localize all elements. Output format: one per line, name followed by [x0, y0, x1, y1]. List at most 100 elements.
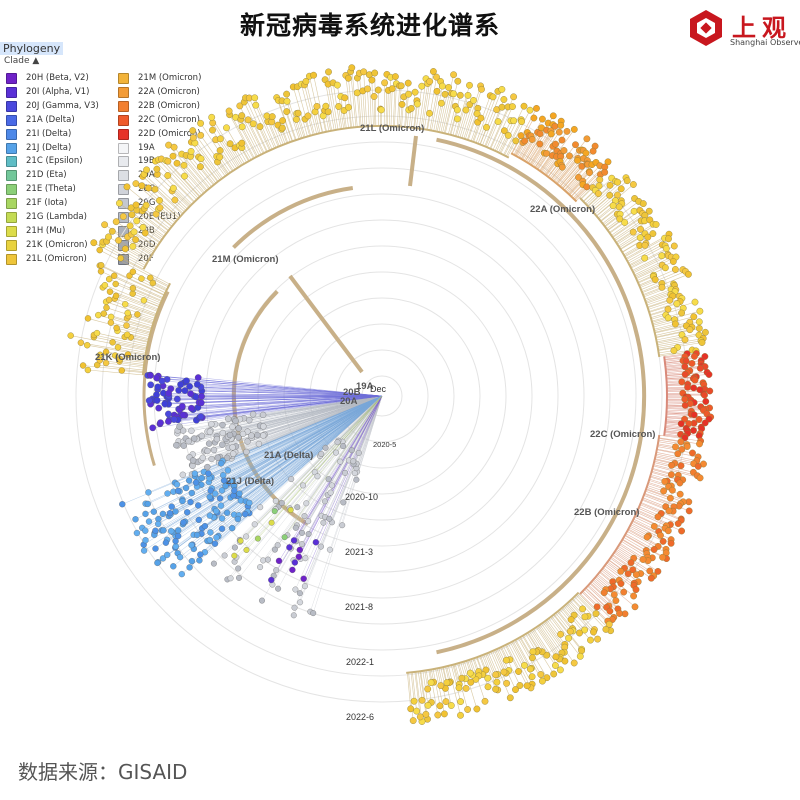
- tip-branch: [180, 384, 383, 397]
- legend-swatch: [6, 156, 17, 168]
- tip-node: [289, 566, 296, 574]
- tip-node: [498, 103, 506, 111]
- tip-branch: [657, 339, 686, 346]
- legend-swatch: [6, 73, 17, 84]
- tip-node: [119, 213, 127, 220]
- tip-branch: [467, 113, 478, 141]
- tip-node: [155, 520, 162, 528]
- tip-node: [632, 571, 640, 579]
- clade-dropdown[interactable]: Clade ▲: [4, 56, 40, 66]
- trunk-branch: [288, 274, 364, 374]
- tip-node: [235, 565, 242, 572]
- tip-node: [543, 149, 550, 157]
- tip-branch: [555, 612, 571, 632]
- tip-branch: [114, 298, 157, 315]
- tip-branch: [508, 643, 532, 689]
- tip-node: [147, 381, 155, 389]
- tip-branch: [577, 592, 610, 625]
- tip-node: [239, 430, 247, 438]
- tip-node: [503, 679, 510, 687]
- tip-node: [506, 694, 514, 702]
- tip-node: [664, 527, 672, 535]
- tip-node: [521, 662, 528, 669]
- tip-node: [186, 383, 193, 390]
- tip-branch: [87, 344, 146, 356]
- legend-label: 21D (Eta): [26, 170, 67, 181]
- tip-branch: [214, 395, 383, 544]
- tip-branch: [305, 81, 319, 134]
- tip-node: [248, 432, 255, 439]
- tip-node: [690, 427, 697, 434]
- tip-node: [688, 359, 696, 367]
- tip-node: [219, 421, 226, 429]
- tip-node: [278, 500, 285, 506]
- tip-node: [666, 296, 674, 304]
- legend-swatch: [118, 142, 129, 154]
- tip-node: [567, 616, 575, 623]
- tip-node: [302, 555, 309, 562]
- tip-branch: [637, 510, 682, 532]
- tip-branch: [213, 395, 383, 564]
- tip-branch: [191, 395, 383, 409]
- tip-node: [292, 524, 299, 531]
- tip-branch: [159, 207, 177, 222]
- tip-branch: [220, 138, 239, 168]
- tip-node: [303, 500, 310, 507]
- tip-branch: [129, 275, 166, 294]
- legend-label: 21C (Epsilon): [26, 156, 83, 167]
- tip-node: [658, 283, 666, 291]
- tip-node: [691, 298, 699, 306]
- tip-branch: [567, 602, 594, 633]
- tip-branch: [629, 245, 666, 266]
- tip-node: [668, 471, 675, 478]
- tip-node: [304, 112, 312, 120]
- tip-branch: [635, 514, 666, 529]
- tip-branch: [647, 300, 670, 308]
- tip-node: [589, 147, 597, 155]
- tip-branch: [115, 283, 161, 304]
- tip-node: [96, 246, 103, 254]
- logo-subtext: Shanghai Observer: [730, 38, 800, 47]
- time-label: Dec: [370, 384, 387, 394]
- tip-node: [154, 383, 162, 391]
- tip-node: [223, 124, 230, 132]
- tip-node: [698, 339, 706, 346]
- tip-branch: [182, 395, 383, 407]
- clade-backbone: [579, 197, 661, 358]
- tip-node: [681, 363, 689, 370]
- tip-branch: [658, 438, 681, 443]
- time-labels: Dec 2020-5 2020-10 2021-3 2021-8 2022-1 2022-6: [345, 384, 396, 722]
- tip-node: [510, 93, 517, 101]
- tip-branch: [422, 81, 430, 130]
- tip-branch: [198, 377, 383, 397]
- tip-node: [600, 589, 608, 597]
- tip-node: [257, 564, 264, 571]
- tip-branch: [156, 377, 383, 397]
- tip-node: [195, 502, 202, 509]
- tip-branch: [664, 356, 685, 360]
- tip-node: [322, 444, 329, 451]
- tip-node: [310, 71, 317, 79]
- tip-node: [558, 136, 566, 144]
- tip-branch: [70, 335, 147, 351]
- tip-node: [426, 109, 433, 117]
- tip-node: [168, 503, 175, 510]
- tip-node: [194, 374, 202, 381]
- tip-branch: [526, 130, 547, 163]
- tip-node: [667, 539, 675, 547]
- tip-branch: [642, 274, 689, 293]
- tip-node: [145, 518, 153, 525]
- tip-node: [677, 420, 685, 428]
- tip-node: [84, 366, 92, 374]
- tip-node: [377, 106, 385, 114]
- tip-node: [218, 515, 226, 522]
- tip-node: [107, 319, 115, 326]
- tip-node: [665, 235, 672, 243]
- tip-node: [466, 669, 474, 677]
- tip-node: [342, 469, 348, 476]
- clade-labels: 21L (Omicron) 22A (Omicron) 21M (Omicron) 2…: [95, 123, 655, 518]
- tip-node: [657, 532, 664, 539]
- tip-node: [674, 450, 682, 458]
- tip-node: [407, 705, 415, 713]
- tip-node: [694, 462, 702, 470]
